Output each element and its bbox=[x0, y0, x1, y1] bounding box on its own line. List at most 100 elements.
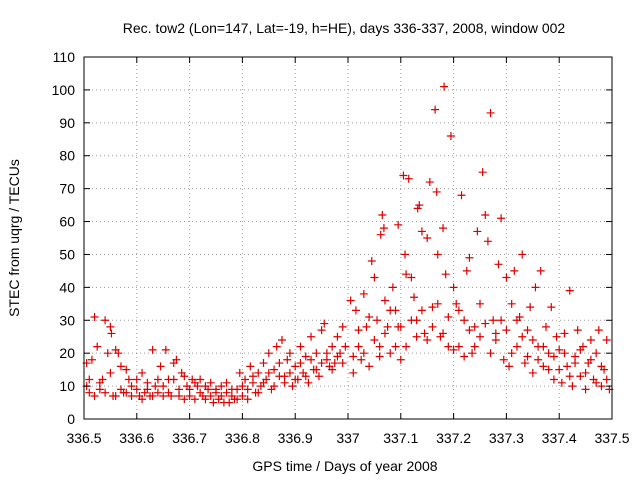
data-point bbox=[454, 306, 463, 315]
x-tick-label: 337.1 bbox=[383, 430, 418, 446]
data-point bbox=[264, 368, 273, 377]
data-point bbox=[470, 322, 479, 331]
data-point bbox=[101, 388, 110, 397]
data-point bbox=[270, 365, 279, 374]
data-point bbox=[365, 362, 374, 371]
data-point bbox=[547, 303, 556, 312]
data-point bbox=[440, 82, 449, 91]
data-point bbox=[428, 322, 437, 331]
x-tick-label: 336.5 bbox=[66, 430, 101, 446]
data-point bbox=[499, 355, 508, 364]
data-point bbox=[449, 345, 458, 354]
data-point bbox=[127, 391, 136, 400]
x-tick-label: 337.5 bbox=[594, 430, 629, 446]
data-point bbox=[386, 349, 395, 358]
data-point bbox=[396, 322, 405, 331]
grid bbox=[84, 57, 612, 419]
data-point bbox=[259, 359, 268, 368]
data-point bbox=[238, 391, 247, 400]
data-point bbox=[373, 316, 382, 325]
data-point bbox=[417, 227, 426, 236]
data-point bbox=[539, 342, 548, 351]
data-point bbox=[285, 368, 294, 377]
data-point bbox=[489, 316, 498, 325]
data-point bbox=[87, 355, 96, 364]
data-point bbox=[354, 342, 363, 351]
data-point bbox=[291, 362, 300, 371]
data-point bbox=[288, 382, 297, 391]
data-point bbox=[169, 375, 178, 384]
data-point bbox=[592, 378, 601, 387]
data-point bbox=[206, 378, 215, 387]
y-tick-label: 80 bbox=[59, 148, 75, 164]
data-point bbox=[320, 319, 329, 328]
y-tick-label: 50 bbox=[59, 246, 75, 262]
x-tick-label: 336.7 bbox=[172, 430, 207, 446]
data-point bbox=[275, 359, 284, 368]
data-point bbox=[359, 289, 368, 298]
axis-ticks bbox=[83, 56, 613, 420]
data-point bbox=[180, 395, 189, 404]
y-tick-label: 90 bbox=[59, 115, 75, 131]
data-point bbox=[476, 299, 484, 308]
data-point bbox=[407, 273, 416, 282]
data-point bbox=[465, 253, 474, 262]
data-point bbox=[413, 204, 422, 213]
data-point bbox=[378, 210, 387, 219]
data-point bbox=[396, 355, 405, 364]
data-point bbox=[528, 368, 537, 377]
data-point bbox=[528, 336, 537, 345]
data-point bbox=[597, 382, 606, 391]
data-point bbox=[90, 312, 99, 321]
x-tick-label: 336.6 bbox=[119, 430, 154, 446]
data-point bbox=[270, 382, 279, 391]
data-point bbox=[439, 329, 448, 338]
data-point bbox=[227, 385, 236, 394]
data-point bbox=[433, 299, 442, 308]
data-point bbox=[301, 372, 310, 381]
data-point bbox=[93, 342, 102, 351]
data-point bbox=[370, 273, 379, 282]
data-point bbox=[365, 312, 374, 321]
data-point bbox=[107, 329, 116, 338]
data-point bbox=[568, 382, 577, 391]
data-point bbox=[138, 368, 147, 377]
data-point bbox=[153, 375, 162, 384]
data-point bbox=[552, 332, 561, 341]
data-point bbox=[457, 191, 466, 200]
data-point bbox=[341, 342, 350, 351]
data-point bbox=[357, 355, 366, 364]
data-point bbox=[539, 362, 548, 371]
data-point bbox=[476, 332, 484, 341]
data-point bbox=[333, 352, 342, 361]
data-point bbox=[383, 322, 392, 331]
data-point bbox=[180, 372, 189, 381]
data-point bbox=[536, 266, 545, 275]
data-point bbox=[328, 342, 337, 351]
data-point bbox=[481, 210, 490, 219]
data-point bbox=[351, 306, 360, 315]
data-point bbox=[380, 296, 389, 305]
data-point bbox=[85, 375, 94, 384]
y-tick-label: 40 bbox=[59, 279, 75, 295]
data-point bbox=[565, 372, 574, 381]
data-point bbox=[549, 375, 558, 384]
x-tick-label: 337.3 bbox=[489, 430, 524, 446]
data-point bbox=[449, 283, 458, 292]
data-point bbox=[410, 293, 418, 302]
data-point bbox=[478, 168, 487, 177]
data-point bbox=[296, 342, 305, 351]
y-tick-label: 60 bbox=[59, 214, 75, 230]
data-point bbox=[428, 303, 437, 312]
data-point bbox=[520, 359, 529, 368]
data-point bbox=[259, 378, 268, 387]
data-point bbox=[586, 336, 595, 345]
data-point bbox=[317, 359, 326, 368]
data-point bbox=[444, 342, 453, 351]
data-point bbox=[460, 352, 469, 361]
data-point bbox=[526, 303, 535, 312]
data-point bbox=[531, 283, 540, 292]
data-point bbox=[571, 359, 580, 368]
y-tick-label: 10 bbox=[59, 378, 75, 394]
x-tick-label: 337.4 bbox=[542, 430, 577, 446]
